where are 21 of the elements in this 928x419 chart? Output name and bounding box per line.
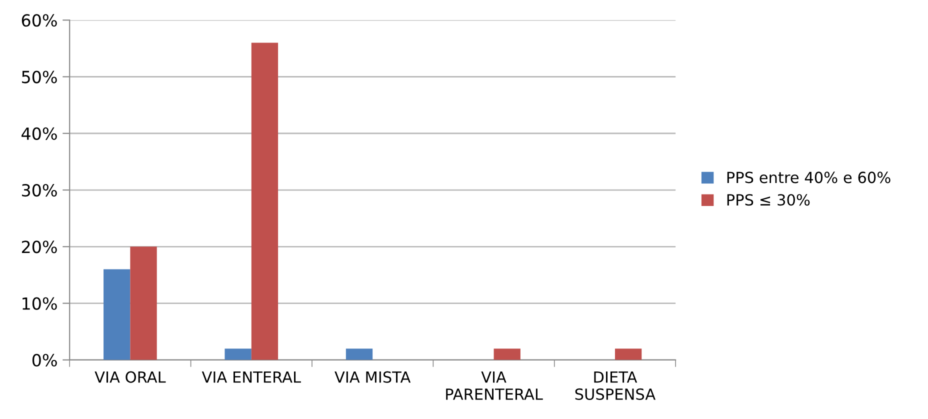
- y-tick-label: 40%: [22, 127, 57, 140]
- y-tick-label: 60%: [22, 14, 57, 27]
- bar: [104, 269, 130, 360]
- x-tick-label: VIA MISTA: [334, 371, 411, 383]
- y-tick-label: 0%: [32, 354, 57, 366]
- bar: [224, 348, 252, 360]
- x-tick-label: DIETA SUSPENSA: [575, 372, 656, 400]
- x-tick-label: VIA PARENTERAL: [446, 372, 543, 400]
- bar: [614, 348, 642, 360]
- legend-label: PPS entre 40% e 60%: [727, 172, 890, 184]
- bar: [130, 246, 157, 360]
- x-tick-label: VIA ENTERAL: [202, 372, 301, 383]
- bar: [494, 348, 520, 360]
- x-tick-label: VIA ORAL: [94, 371, 166, 383]
- y-tick-label: 10%: [22, 297, 57, 310]
- y-tick-label: 30%: [22, 184, 57, 197]
- y-tick-label: 50%: [22, 70, 57, 84]
- y-tick-label: 20%: [22, 240, 57, 254]
- legend-label: PPS ≤ 30%: [727, 194, 810, 206]
- bar: [346, 348, 373, 360]
- bar: [251, 42, 278, 360]
